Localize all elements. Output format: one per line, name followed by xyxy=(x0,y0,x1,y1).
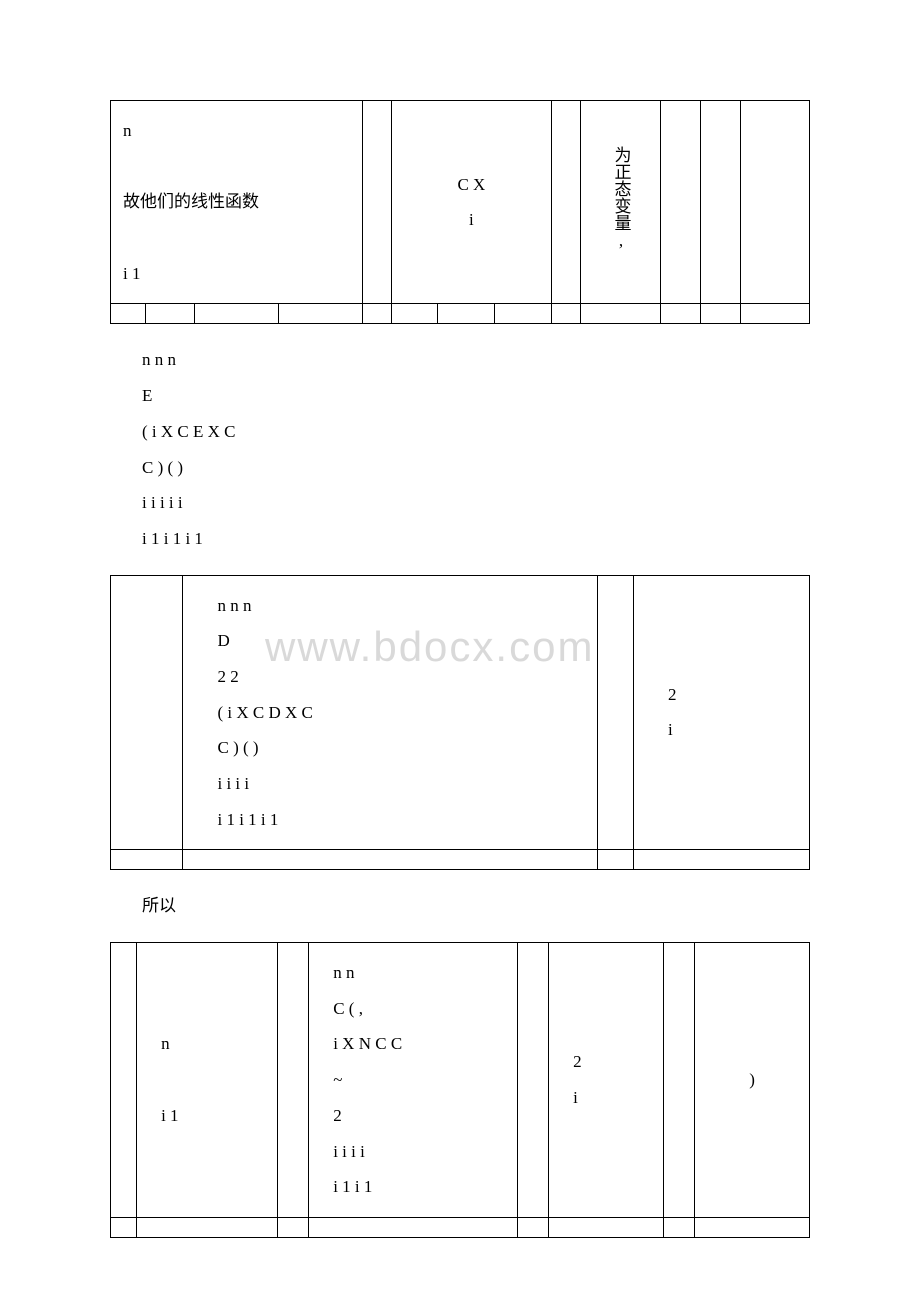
text: i 1 i 1 i 1 xyxy=(217,802,584,838)
text-block-2: 所以 xyxy=(142,888,810,924)
cell-content: n 故他们的线性函数 i 1 xyxy=(115,109,358,295)
text-block-1: n n n E ( i X C E X C C ) ( ) i i i i i … xyxy=(142,342,810,556)
text: C ( , xyxy=(333,991,505,1027)
cell-content: n n n D 2 2 ( i X C D X C C ) ( ) i i i … xyxy=(187,584,592,842)
text: ( i X C E X C xyxy=(142,414,810,450)
text: 所以 xyxy=(142,888,810,924)
table-row: n 故他们的线性函数 i 1 C X i 为正态变量, xyxy=(111,101,810,304)
table-row xyxy=(111,1217,810,1237)
text: n n xyxy=(333,955,505,991)
text: i X N C C xyxy=(333,1026,505,1062)
cell-content: 2 i xyxy=(638,673,805,752)
vertical-text: 为正态变量, xyxy=(610,146,630,250)
text: i i i i i xyxy=(142,485,810,521)
table-row xyxy=(111,850,810,870)
text: i 1 xyxy=(161,1098,265,1134)
text: i 1 xyxy=(123,256,350,292)
text: i i i i xyxy=(217,766,584,802)
cell-content: C X i xyxy=(396,163,547,242)
text: n n n xyxy=(217,588,584,624)
table-1: n 故他们的线性函数 i 1 C X i 为正态变量, xyxy=(110,100,810,324)
text: C ) ( ) xyxy=(217,730,584,766)
table-row: n i 1 n n C ( , i X N C C ~ 2 i i i i i … xyxy=(111,943,810,1218)
text: ~ xyxy=(333,1062,505,1098)
text: i xyxy=(573,1080,651,1116)
text: n xyxy=(123,113,350,149)
table-3: n i 1 n n C ( , i X N C C ~ 2 i i i i i … xyxy=(110,942,810,1238)
text: 2 xyxy=(573,1044,651,1080)
text: ) xyxy=(707,1062,797,1098)
cell-content: ) xyxy=(699,1058,805,1102)
text: 故他们的线性函数 xyxy=(123,184,350,220)
text: 2 2 xyxy=(217,659,584,695)
text: C X xyxy=(404,167,539,203)
table-row: n n n D 2 2 ( i X C D X C C ) ( ) i i i … xyxy=(111,575,810,850)
text: ( i X C D X C xyxy=(217,695,584,731)
text: 2 xyxy=(668,677,797,713)
page-container: n 故他们的线性函数 i 1 C X i 为正态变量, xyxy=(110,100,810,1238)
cell-content: n i 1 xyxy=(141,1022,273,1137)
text: n xyxy=(161,1026,265,1062)
cell-content: 2 i xyxy=(553,1040,659,1119)
text: i 1 i 1 i 1 xyxy=(142,521,810,557)
text: E xyxy=(142,378,810,414)
cell-content: n n C ( , i X N C C ~ 2 i i i i i 1 i 1 xyxy=(313,951,513,1209)
table-row xyxy=(111,304,810,324)
text: i 1 i 1 xyxy=(333,1169,505,1205)
text: i i i i xyxy=(333,1134,505,1170)
text: i xyxy=(668,712,797,748)
table-2: n n n D 2 2 ( i X C D X C C ) ( ) i i i … xyxy=(110,575,810,871)
text: n n n xyxy=(142,342,810,378)
text: i xyxy=(404,202,539,238)
text: C ) ( ) xyxy=(142,450,810,486)
text: 2 xyxy=(333,1098,505,1134)
text: D xyxy=(217,623,584,659)
